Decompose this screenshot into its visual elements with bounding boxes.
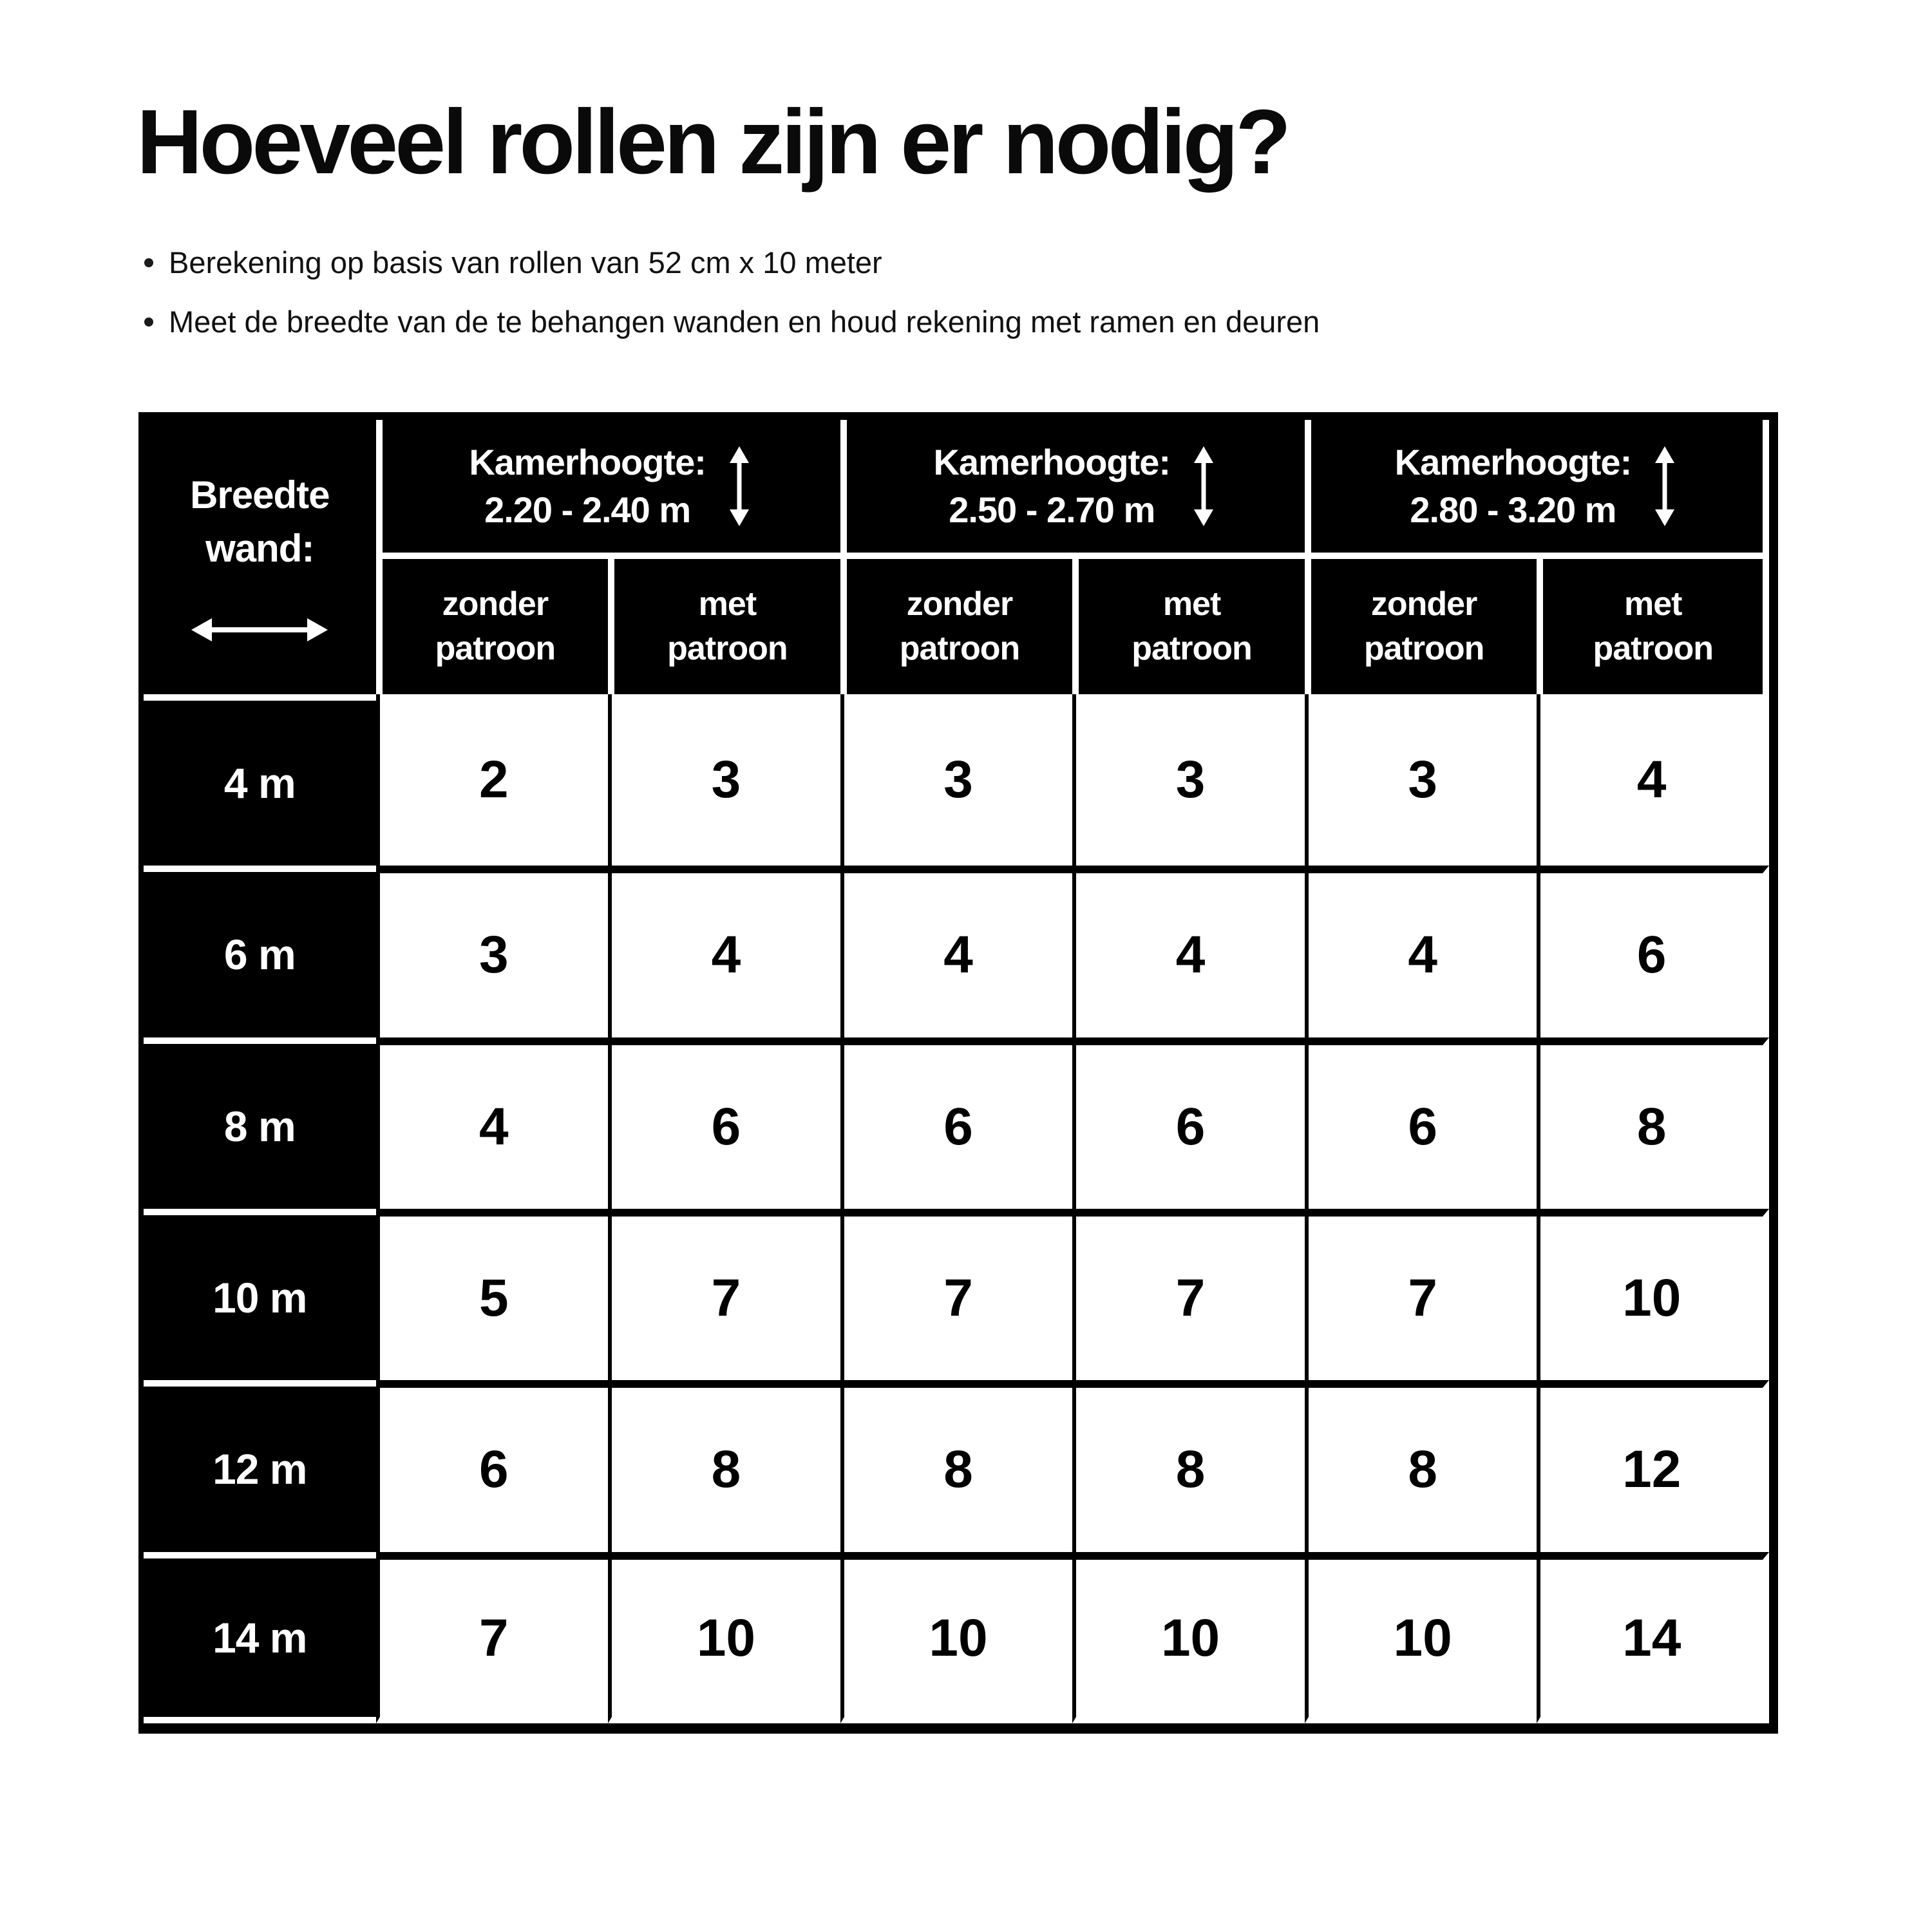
- subcolumn-header: met patroon: [608, 559, 840, 694]
- bullet-item: Berekening op basis van rollen van 52 cm…: [144, 246, 1320, 279]
- subcolumn-label: met patroon: [1132, 585, 1253, 667]
- bullet-text: Meet de breedte van de te behangen wande…: [169, 304, 1320, 339]
- kamerhoogte-range: 2.20 - 2.40 m: [484, 489, 691, 530]
- wall-width-label: 14 m: [144, 1551, 376, 1723]
- rolls-count-cell: 10: [608, 1551, 840, 1723]
- subcolumn-header: met patroon: [1072, 559, 1305, 694]
- rolls-count-cell: 10: [1304, 1551, 1537, 1723]
- subcolumn-header: zonder patroon: [375, 559, 609, 694]
- kamerhoogte-group-header-2: Kamerhoogte: 2.50 - 2.70 m: [840, 420, 1305, 559]
- height-arrow-icon: [1194, 446, 1214, 526]
- subcolumn-header: zonder patroon: [1304, 559, 1537, 694]
- rolls-count-cell: 4: [840, 866, 1073, 1037]
- corner-header-label: Breedte wand:: [190, 473, 330, 570]
- kamerhoogte-label: Kamerhoogte:: [469, 442, 706, 483]
- kamerhoogte-label: Kamerhoogte:: [1394, 442, 1633, 483]
- rolls-count-cell: 7: [1304, 1209, 1537, 1381]
- rolls-count-cell: 8: [1537, 1037, 1769, 1209]
- rolls-table: Breedte wand: Kamerhoogte: 2.20 - 2.40 m…: [138, 412, 1778, 1734]
- rolls-count-cell: 5: [375, 1209, 609, 1381]
- subcolumn-header: met patroon: [1537, 559, 1769, 694]
- bullet-dot-icon: [144, 258, 153, 267]
- rolls-count-cell: 6: [375, 1380, 609, 1552]
- rolls-count-cell: 7: [375, 1551, 609, 1723]
- rolls-count-cell: 4: [1537, 694, 1769, 866]
- rolls-count-cell: 3: [608, 694, 840, 866]
- page-title: Hoeveel rollen zijn er nodig?: [137, 91, 1291, 193]
- corner-header-breedte-wand: Breedte wand:: [144, 420, 376, 694]
- subcolumn-label: zonder patroon: [899, 585, 1021, 667]
- rolls-count-cell: 6: [1537, 866, 1769, 1037]
- wall-width-label: 4 m: [144, 694, 376, 866]
- kamerhoogte-group-header-3: Kamerhoogte: 2.80 - 3.20 m: [1304, 420, 1769, 559]
- subcolumn-label: met patroon: [667, 585, 788, 667]
- notes-list: Berekening op basis van rollen van 52 cm…: [144, 246, 1320, 364]
- rolls-count-cell: 7: [1072, 1209, 1305, 1381]
- rolls-count-cell: 10: [1072, 1551, 1305, 1723]
- height-arrow-icon: [1655, 446, 1675, 526]
- height-arrow-icon: [729, 446, 749, 526]
- subcolumn-label: zonder patroon: [1363, 585, 1485, 667]
- bullet-item: Meet de breedte van de te behangen wande…: [144, 305, 1320, 339]
- rolls-count-cell: 3: [1304, 694, 1537, 866]
- kamerhoogte-group-header-1: Kamerhoogte: 2.20 - 2.40 m: [375, 420, 840, 559]
- rolls-count-cell: 8: [840, 1380, 1073, 1552]
- rolls-count-cell: 3: [375, 866, 609, 1037]
- rolls-count-cell: 8: [1304, 1380, 1537, 1552]
- kamerhoogte-range: 2.50 - 2.70 m: [949, 489, 1155, 530]
- rolls-count-cell: 4: [1072, 866, 1305, 1037]
- kamerhoogte-range: 2.80 - 3.20 m: [1410, 489, 1616, 530]
- rolls-count-cell: 14: [1537, 1551, 1769, 1723]
- rolls-count-cell: 10: [1537, 1209, 1769, 1381]
- rolls-count-cell: 2: [375, 694, 609, 866]
- rolls-count-cell: 10: [840, 1551, 1073, 1723]
- rolls-count-cell: 4: [1304, 866, 1537, 1037]
- wall-width-label: 6 m: [144, 866, 376, 1037]
- rolls-count-cell: 4: [375, 1037, 609, 1209]
- wall-width-label: 10 m: [144, 1209, 376, 1380]
- rolls-count-cell: 6: [608, 1037, 840, 1209]
- rolls-count-cell: 3: [840, 694, 1073, 866]
- rolls-count-cell: 4: [608, 866, 840, 1037]
- bullet-dot-icon: [144, 317, 153, 327]
- rolls-count-cell: 6: [1072, 1037, 1305, 1209]
- subcolumn-label: met patroon: [1593, 585, 1714, 667]
- rolls-count-cell: 6: [1304, 1037, 1537, 1209]
- rolls-count-cell: 8: [608, 1380, 840, 1552]
- subcolumn-label: zonder patroon: [435, 585, 556, 667]
- rolls-count-cell: 7: [608, 1209, 840, 1381]
- width-arrow-icon: [191, 618, 328, 641]
- rolls-count-cell: 7: [840, 1209, 1073, 1381]
- kamerhoogte-label: Kamerhoogte:: [933, 442, 1171, 483]
- rolls-count-cell: 8: [1072, 1380, 1305, 1552]
- wall-width-label: 12 m: [144, 1380, 376, 1551]
- rolls-count-cell: 3: [1072, 694, 1305, 866]
- bullet-text: Berekening op basis van rollen van 52 cm…: [169, 245, 882, 279]
- wall-width-label: 8 m: [144, 1037, 376, 1209]
- rolls-count-cell: 12: [1537, 1380, 1769, 1552]
- subcolumn-header: zonder patroon: [840, 559, 1073, 694]
- rolls-count-cell: 6: [840, 1037, 1073, 1209]
